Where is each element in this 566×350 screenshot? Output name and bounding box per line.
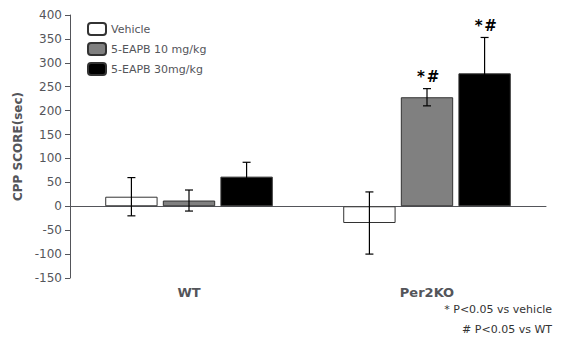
svg-text:300: 300 — [39, 56, 62, 70]
svg-text:100: 100 — [39, 151, 62, 165]
svg-text:#: # — [484, 17, 497, 35]
svg-text:-150: -150 — [35, 271, 62, 285]
svg-text:* P<0.05 vs vehicle: * P<0.05 vs vehicle — [444, 303, 552, 316]
svg-text:Per2KO: Per2KO — [400, 285, 454, 300]
svg-text:5-EAPB 10 mg/kg: 5-EAPB 10 mg/kg — [111, 43, 206, 56]
svg-text:150: 150 — [39, 128, 62, 142]
svg-text:# P<0.05 vs WT: # P<0.05 vs WT — [462, 323, 552, 336]
svg-text:Vehicle: Vehicle — [111, 23, 151, 36]
svg-text:*: * — [417, 68, 425, 86]
svg-text:0: 0 — [54, 199, 62, 213]
svg-text:*: * — [475, 17, 483, 35]
svg-text:400: 400 — [39, 8, 62, 22]
svg-text:50: 50 — [47, 175, 62, 189]
svg-text:#: # — [427, 68, 440, 86]
svg-text:WT: WT — [177, 285, 200, 300]
svg-text:350: 350 — [39, 32, 62, 46]
svg-text:-100: -100 — [35, 247, 62, 261]
svg-text:250: 250 — [39, 80, 62, 94]
svg-text:-50: -50 — [42, 223, 62, 237]
svg-text:200: 200 — [39, 104, 62, 118]
svg-text:5-EAPB 30mg/kg: 5-EAPB 30mg/kg — [111, 63, 203, 76]
svg-text:CPP SCORE(sec): CPP SCORE(sec) — [11, 92, 25, 201]
